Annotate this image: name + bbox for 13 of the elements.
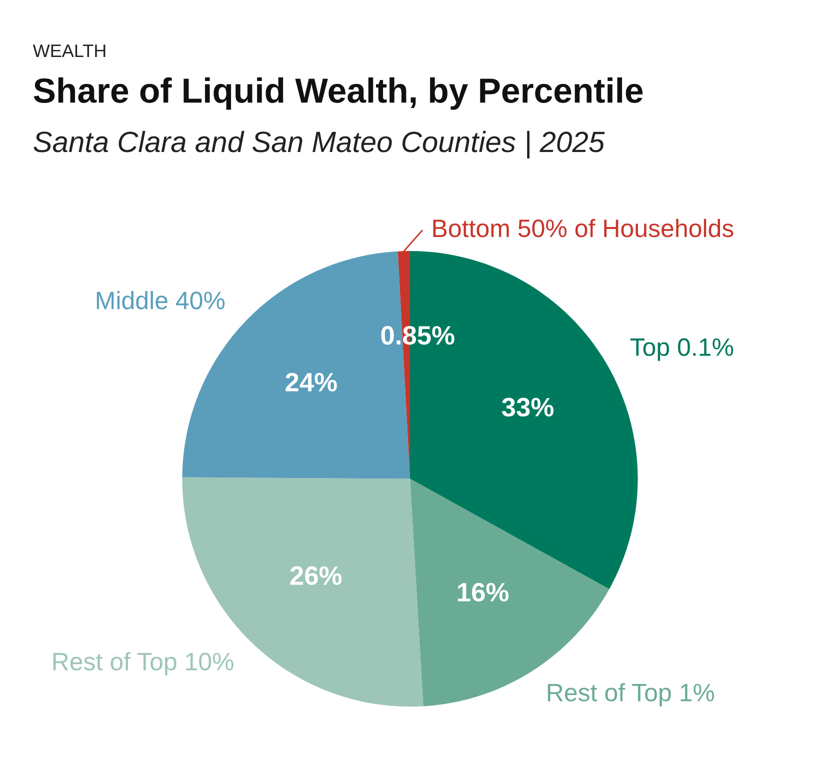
slice-label: Rest of Top 10% xyxy=(53,652,234,676)
pie-slice xyxy=(182,477,424,707)
chart-title: Share of Liquid Wealth, by Percentile xyxy=(34,77,643,110)
slice-label: Top 0.1% xyxy=(630,338,734,361)
text: WEALTH xyxy=(32,44,106,57)
slice-label: Bottom 50% of Households xyxy=(433,218,734,238)
data-label: 24% xyxy=(286,372,337,392)
data-label: 33% xyxy=(502,398,554,417)
chart-subtitle: Santa Clara and San Mateo Counties | 2025 xyxy=(34,130,605,158)
data-label: 16% xyxy=(458,582,508,602)
slice-label: Middle 40% xyxy=(96,290,225,310)
slice-label: Rest of Top 1% xyxy=(548,683,714,706)
data-label: 26% xyxy=(290,566,342,585)
